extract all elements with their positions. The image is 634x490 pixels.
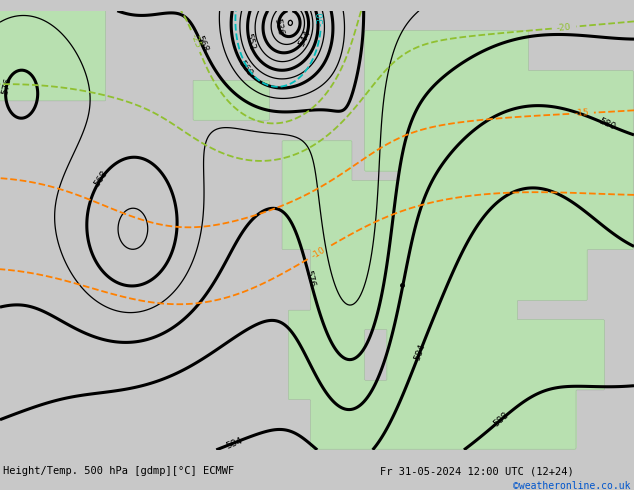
Text: -20: -20 [557,23,572,33]
Text: -10: -10 [309,245,327,261]
Text: 588: 588 [492,411,510,429]
Text: 576: 576 [304,270,316,289]
Text: 568: 568 [194,34,209,53]
Text: 580: 580 [597,117,617,132]
Text: -15: -15 [574,108,589,118]
Text: 552: 552 [243,32,256,50]
Text: 536: 536 [273,18,285,37]
Text: 584: 584 [224,436,243,450]
Text: -25: -25 [189,33,202,49]
Text: 584: 584 [413,343,427,362]
Text: -30: -30 [316,12,326,26]
Text: Fr 31-05-2024 12:00 UTC (12+24): Fr 31-05-2024 12:00 UTC (12+24) [380,466,574,476]
Text: Height/Temp. 500 hPa [gdmp][°C] ECMWF: Height/Temp. 500 hPa [gdmp][°C] ECMWF [3,466,235,476]
Text: 560: 560 [236,59,254,78]
Text: 568: 568 [93,169,110,188]
Text: 576: 576 [0,77,13,96]
Text: ©weatheronline.co.uk: ©weatheronline.co.uk [514,481,631,490]
Text: 544: 544 [297,29,313,48]
